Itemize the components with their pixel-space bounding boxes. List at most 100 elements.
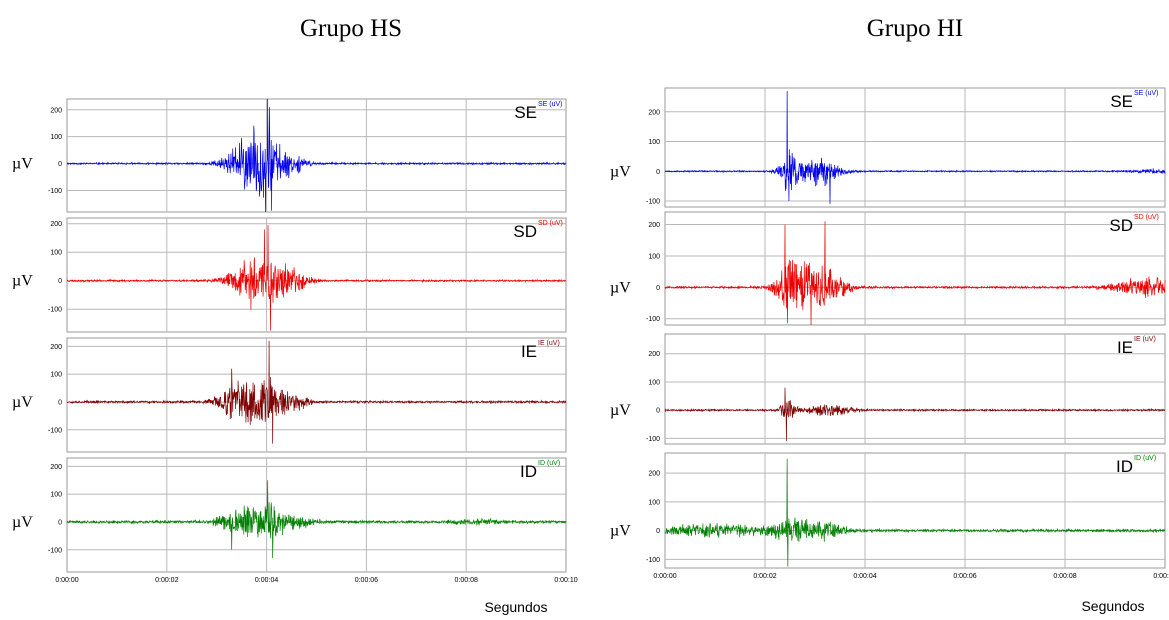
signal-trace-id	[664, 458, 1166, 567]
channel-label: SE	[514, 103, 537, 122]
y-tick-label: 100	[50, 492, 62, 499]
y-tick-label: 200	[648, 471, 660, 478]
chart-grupo-hs: 200 100 0 -100 µV SE SE (uV) 200 100 0 -100 µV SD SD …	[12, 98, 578, 615]
y-tick-label: 0	[58, 399, 62, 406]
y-tick-label: 200	[50, 107, 62, 114]
y-axis-unit-label: µV	[610, 402, 631, 419]
y-tick-label: -100	[646, 199, 660, 206]
panel-id: 200 100 0 -100 µV ID ID (uV)	[610, 452, 1166, 569]
y-tick-label: 0	[58, 161, 62, 168]
x-axis-label: Segundos	[1081, 598, 1144, 614]
y-tick-label: -100	[48, 427, 62, 434]
group-hs-title: Grupo HS	[300, 15, 402, 42]
y-tick-label: 0	[656, 285, 660, 292]
y-tick-label: 100	[648, 379, 660, 386]
y-tick-label: 200	[648, 222, 660, 229]
legend-label: ID (uV)	[1134, 455, 1156, 462]
signal-trace-ie	[664, 387, 1166, 442]
panel-frame	[664, 333, 1166, 445]
y-tick-label: 100	[50, 250, 62, 257]
y-tick-label: 200	[50, 344, 62, 351]
legend-label: SE (uV)	[538, 101, 563, 108]
panel-ie: 200 100 0 -100 µV IE IE (uV)	[12, 337, 567, 453]
x-tick-label: 0:00:08	[1053, 573, 1076, 580]
signal-trace-ie	[66, 340, 567, 444]
channel-label: SD	[513, 222, 537, 241]
legend-label: SD (uV)	[538, 220, 563, 227]
y-tick-label: 100	[648, 253, 660, 260]
panel-frame	[66, 217, 567, 333]
y-tick-label: 200	[648, 351, 660, 358]
y-axis-unit-label: µV	[610, 163, 631, 180]
x-tick-label: 0:00:10	[1153, 573, 1169, 580]
x-tick-label: 0:00:00	[653, 573, 676, 580]
y-axis-unit-label: µV	[12, 273, 33, 290]
y-tick-label: 100	[648, 139, 660, 146]
y-axis-unit-label: µV	[12, 394, 33, 411]
panel-frame	[664, 452, 1166, 569]
x-tick-label: 0:00:04	[255, 577, 278, 584]
panel-sd: 200 100 0 -100 µV SD SD (uV)	[610, 211, 1166, 326]
channel-label: ID	[1116, 457, 1133, 476]
panel-frame	[664, 211, 1166, 326]
x-tick-label: 0:00:02	[753, 573, 776, 580]
y-axis-unit-label: µV	[12, 514, 33, 531]
y-tick-label: 0	[656, 408, 660, 415]
x-tick-label: 0:00:02	[155, 577, 178, 584]
panel-sd: 200 100 0 -100 µV SD SD (uV)	[12, 217, 567, 333]
y-tick-label: 0	[58, 519, 62, 526]
x-axis-label: Segundos	[484, 599, 547, 615]
x-tick-label: 0:00:00	[55, 577, 78, 584]
y-tick-label: 100	[648, 499, 660, 506]
chart-grupo-hi: 200 100 0 -100 µV SE SE (uV) 200 100 0 -100 µV SD SD …	[610, 87, 1169, 614]
x-tick-label: 0:00:08	[455, 577, 478, 584]
signal-trace-id	[66, 480, 567, 559]
y-tick-label: 0	[58, 278, 62, 285]
channel-label: ID	[520, 462, 537, 481]
y-tick-label: 100	[50, 372, 62, 379]
panel-se: 200 100 0 -100 µV SE SE (uV)	[12, 98, 567, 213]
legend-label: SE (uV)	[1134, 90, 1159, 97]
y-tick-label: 200	[50, 464, 62, 471]
y-tick-label: -100	[646, 316, 660, 323]
y-tick-label: -100	[646, 557, 660, 564]
signal-trace-sd	[66, 225, 567, 331]
y-tick-label: 200	[50, 221, 62, 228]
group-hi-title: Grupo HI	[867, 15, 964, 42]
y-tick-label: -100	[646, 436, 660, 443]
y-tick-label: 200	[648, 109, 660, 116]
y-tick-label: -100	[48, 307, 62, 314]
channel-label: IE	[1117, 338, 1133, 357]
channel-label: IE	[521, 342, 537, 361]
x-tick-label: 0:00:06	[953, 573, 976, 580]
y-tick-label: -100	[48, 188, 62, 195]
signal-trace-sd	[664, 221, 1166, 326]
y-axis-unit-label: µV	[610, 279, 631, 296]
signal-trace-se	[664, 90, 1166, 205]
panel-se: 200 100 0 -100 µV SE SE (uV)	[610, 87, 1166, 208]
y-tick-label: -100	[48, 547, 62, 554]
legend-label: SD (uV)	[1134, 214, 1159, 221]
x-tick-label: 0:00:06	[355, 577, 378, 584]
y-axis-unit-label: µV	[610, 523, 631, 540]
legend-label: IE (uV)	[538, 340, 560, 347]
x-tick-label: 0:00:10	[554, 577, 577, 584]
channel-label: SD	[1109, 216, 1133, 235]
panel-id: 200 100 0 -100 µV ID ID (uV)	[12, 457, 567, 573]
x-tick-label: 0:00:04	[853, 573, 876, 580]
y-tick-label: 0	[656, 528, 660, 535]
channel-label: SE	[1110, 92, 1133, 111]
panel-frame	[66, 457, 567, 573]
legend-label: ID (uV)	[538, 460, 560, 467]
y-tick-label: 0	[656, 169, 660, 176]
panel-frame	[66, 98, 567, 213]
signal-trace-se	[66, 98, 567, 213]
panel-frame	[66, 337, 567, 453]
legend-label: IE (uV)	[1134, 336, 1156, 343]
y-axis-unit-label: µV	[12, 156, 33, 173]
panel-ie: 200 100 0 -100 µV IE IE (uV)	[610, 333, 1166, 445]
y-tick-label: 100	[50, 134, 62, 141]
panel-frame	[664, 87, 1166, 208]
